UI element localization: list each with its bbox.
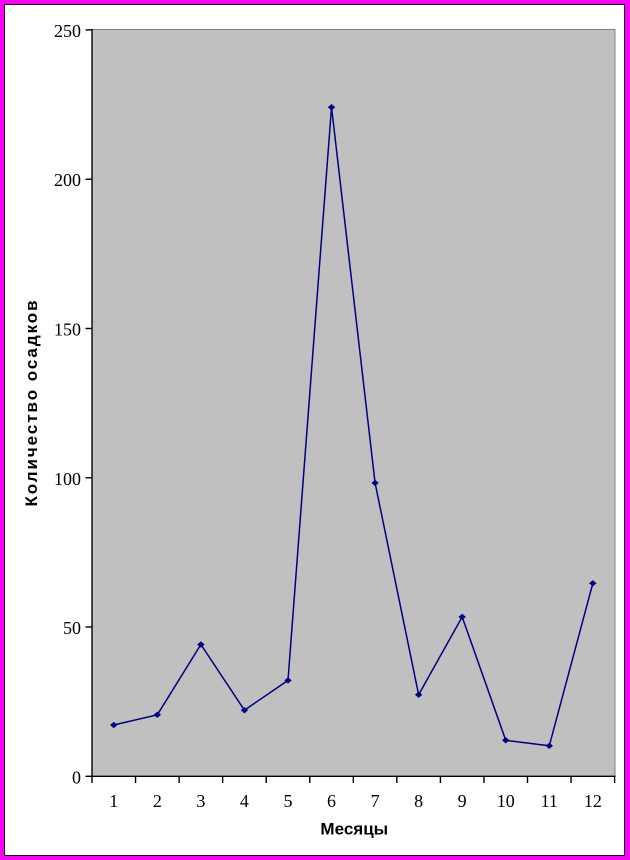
svg-text:100: 100 (54, 469, 81, 489)
svg-text:9: 9 (458, 791, 467, 811)
svg-text:7: 7 (371, 791, 380, 811)
svg-text:8: 8 (414, 791, 423, 811)
svg-text:50: 50 (63, 618, 81, 638)
svg-text:12: 12 (584, 791, 602, 811)
svg-text:5: 5 (283, 791, 292, 811)
svg-text:11: 11 (541, 791, 558, 811)
svg-text:1: 1 (109, 791, 118, 811)
svg-text:10: 10 (497, 791, 515, 811)
svg-text:250: 250 (54, 21, 81, 41)
svg-text:200: 200 (54, 170, 81, 190)
svg-text:0: 0 (72, 767, 81, 787)
svg-text:6: 6 (327, 791, 336, 811)
svg-text:Месяцы: Месяцы (320, 820, 388, 839)
svg-text:150: 150 (54, 320, 81, 340)
svg-text:Количество осадков: Количество осадков (22, 298, 41, 506)
svg-text:2: 2 (153, 791, 162, 811)
svg-text:3: 3 (196, 791, 205, 811)
svg-text:4: 4 (240, 791, 249, 811)
